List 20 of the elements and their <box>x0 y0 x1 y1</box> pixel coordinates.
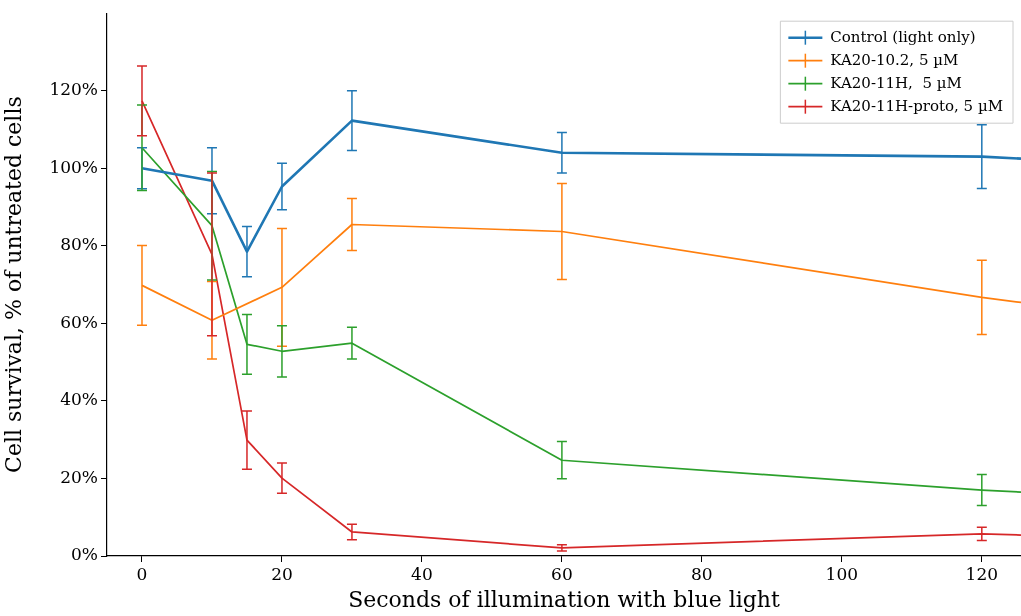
x-tick-label: 120 <box>965 563 999 584</box>
y-tick-label: 20% <box>60 466 98 487</box>
x-tick-label: 100 <box>825 563 859 584</box>
x-tick-label: 20 <box>271 563 293 584</box>
x-tick-label: 80 <box>691 563 713 584</box>
x-tick-label: 40 <box>411 563 433 584</box>
y-tick-label: 0% <box>71 544 98 565</box>
x-axis-title: Seconds of illumination with blue light <box>348 586 780 612</box>
legend-label: KA20-11H-proto, 5 µM <box>830 96 1003 115</box>
x-tick-label: 0 <box>136 563 148 584</box>
legend-label: KA20-10.2, 5 µM <box>830 50 959 69</box>
y-tick-label: 100% <box>49 156 98 177</box>
legend-label: Control (light only) <box>830 27 976 46</box>
y-axis-title: Cell survival, % of untreated cells <box>0 96 26 473</box>
y-tick-label: 120% <box>49 79 98 100</box>
y-tick-label: 60% <box>60 311 98 332</box>
legend-label: KA20-11H, 5 µM <box>830 73 962 92</box>
y-tick-label: 80% <box>60 234 98 255</box>
y-tick-label: 40% <box>60 389 98 410</box>
x-tick-label: 60 <box>551 563 573 584</box>
